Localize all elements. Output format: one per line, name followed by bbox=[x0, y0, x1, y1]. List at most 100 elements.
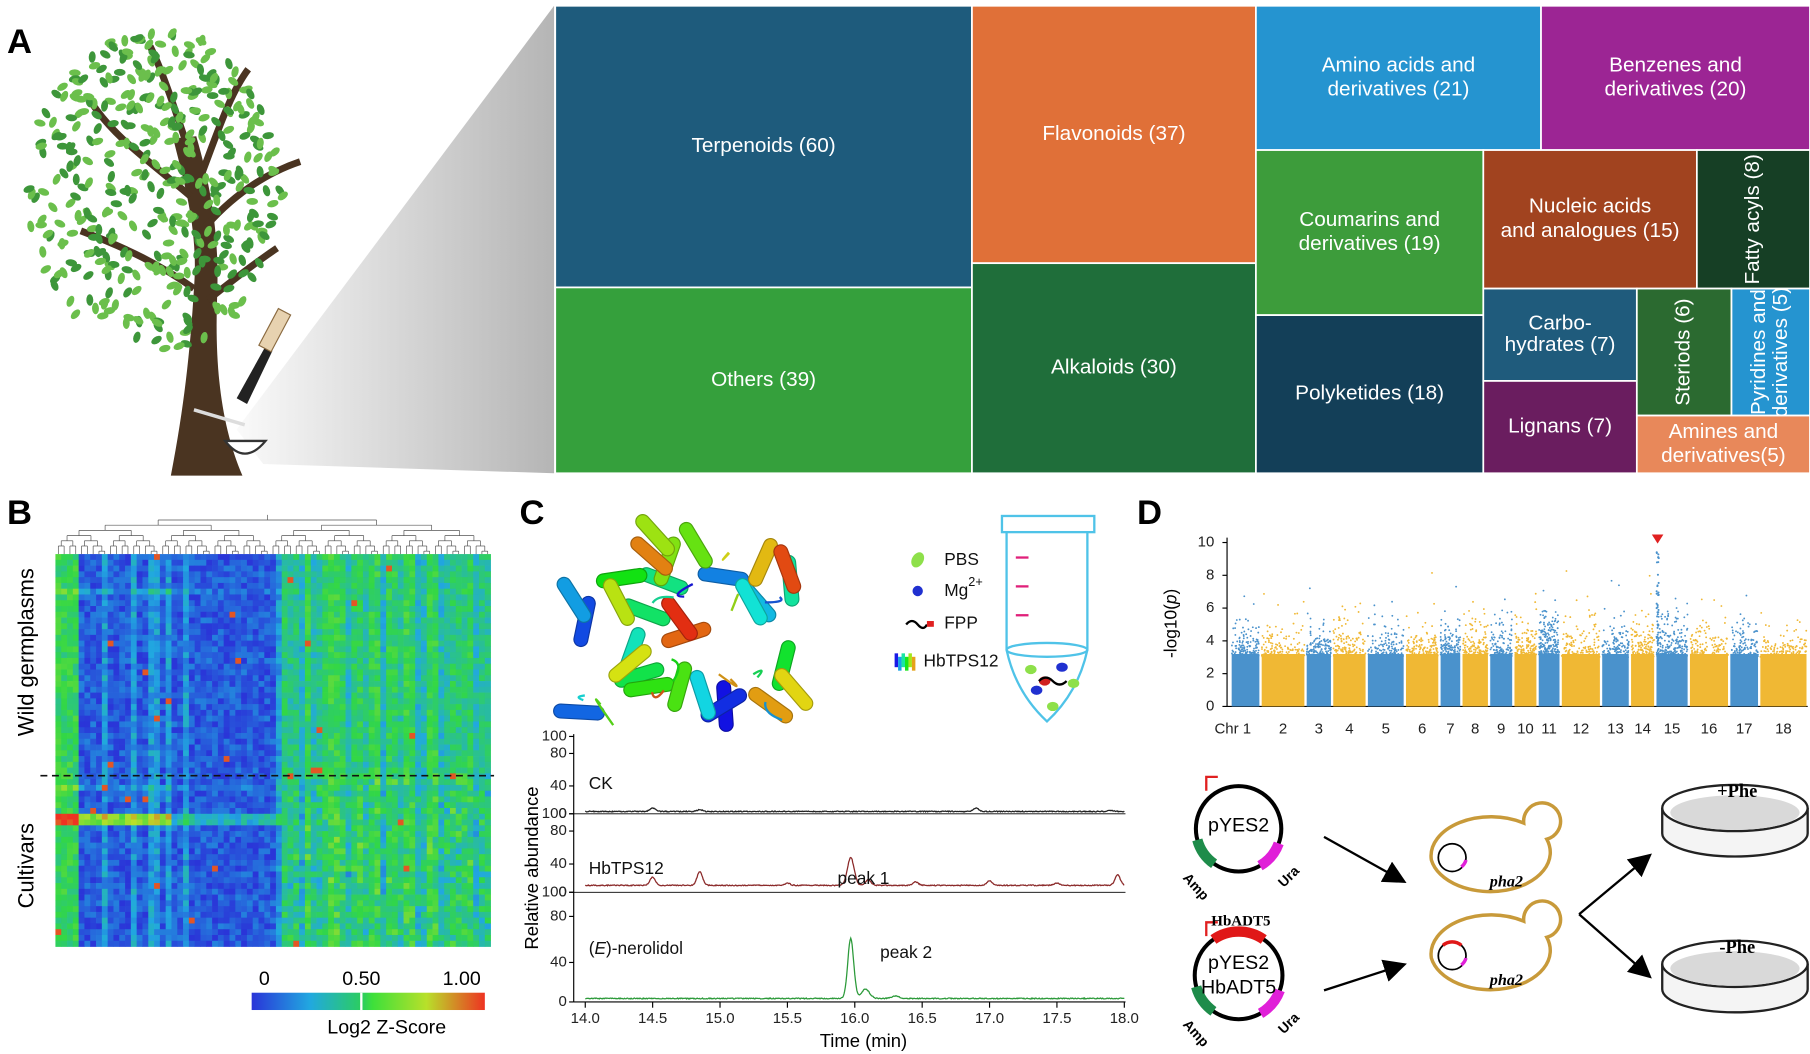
treemap-tile bbox=[1540, 4, 1810, 151]
heatmap-cell bbox=[351, 709, 358, 717]
heatmap-cell bbox=[200, 582, 207, 590]
heatmap-cell bbox=[264, 663, 271, 670]
heatmap-cell bbox=[432, 732, 439, 740]
heatmap-cell bbox=[310, 715, 317, 722]
tree-illustration bbox=[23, 28, 302, 476]
heatmap-cell bbox=[217, 883, 225, 890]
heatmap-cell bbox=[455, 756, 462, 763]
heatmap-cell bbox=[270, 715, 277, 722]
heatmap-cell bbox=[235, 611, 242, 618]
heatmap-cell bbox=[90, 663, 97, 670]
heatmap-cell bbox=[148, 779, 155, 786]
heatmap-cell bbox=[420, 848, 428, 855]
heatmap-cell bbox=[403, 582, 410, 590]
heatmap-cell bbox=[397, 727, 404, 734]
heatmap-cell bbox=[461, 704, 468, 711]
heatmap-cell bbox=[78, 640, 85, 647]
heatmap-cell bbox=[467, 831, 474, 838]
leaf bbox=[60, 90, 69, 102]
heatmap-cell bbox=[264, 709, 271, 717]
heatmap-cell bbox=[136, 594, 143, 601]
heatmap-cell bbox=[142, 790, 149, 797]
heatmap-cell bbox=[438, 617, 445, 624]
heatmap-cell bbox=[101, 767, 108, 774]
heatmap-cell bbox=[287, 773, 294, 780]
leaf bbox=[121, 34, 129, 47]
heatmap-cell bbox=[473, 646, 480, 653]
heatmap-cell bbox=[478, 756, 486, 763]
heatmap-cell bbox=[258, 663, 265, 670]
heatmap-cell bbox=[310, 727, 317, 734]
heatmap-cell bbox=[275, 686, 283, 693]
heatmap-cell bbox=[96, 554, 103, 561]
heatmap-cell bbox=[328, 554, 335, 561]
heatmap-cell bbox=[78, 888, 85, 895]
heatmap-cell bbox=[223, 571, 230, 578]
heatmap-cell bbox=[206, 831, 213, 838]
heatmap-cell bbox=[287, 813, 294, 820]
heatmap-cell bbox=[386, 554, 393, 561]
treemap-label: Terpenoids (60) bbox=[691, 134, 835, 157]
heatmap-cell bbox=[183, 640, 190, 647]
heatmap-cell bbox=[287, 582, 294, 590]
heatmap-cell bbox=[310, 721, 317, 728]
heatmap-cell bbox=[212, 571, 219, 578]
heatmap-cell bbox=[420, 571, 428, 578]
heatmap-cell bbox=[304, 588, 312, 595]
heatmap-cell bbox=[142, 594, 149, 601]
heatmap-cell bbox=[293, 669, 300, 676]
heatmap-cell bbox=[72, 836, 79, 843]
heatmap-cell bbox=[281, 554, 288, 561]
heatmap-cell bbox=[357, 692, 364, 699]
heatmap-cell bbox=[177, 646, 184, 653]
heatmap-cell bbox=[194, 750, 201, 757]
heatmap-cell bbox=[165, 825, 172, 832]
heatmap-cell bbox=[351, 883, 358, 890]
heatmap-cell bbox=[113, 640, 120, 647]
heatmap-cell bbox=[61, 565, 68, 572]
heatmap-cell bbox=[357, 663, 364, 670]
heatmap-cell bbox=[333, 629, 341, 636]
heatmap-cell bbox=[415, 582, 422, 590]
heatmap-cell bbox=[357, 854, 364, 861]
heatmap-cell bbox=[322, 813, 329, 820]
heatmap-cell bbox=[101, 577, 108, 584]
heatmap-cell bbox=[374, 813, 381, 820]
heatmap-cell bbox=[345, 796, 352, 803]
heatmap-cell bbox=[339, 784, 346, 792]
heatmap-cell bbox=[125, 686, 132, 693]
heatmap-cell bbox=[200, 565, 207, 572]
heatmap-cell bbox=[270, 727, 277, 734]
heatmap-cell bbox=[142, 756, 149, 763]
heatmap-cell bbox=[264, 761, 271, 768]
heatmap-cell bbox=[229, 808, 236, 815]
heatmap-cell bbox=[281, 640, 288, 647]
heatmap-cell bbox=[212, 825, 219, 832]
heatmap-cell bbox=[188, 732, 196, 740]
heatmap-cell bbox=[426, 629, 433, 636]
heatmap-cell bbox=[206, 646, 213, 653]
leaf bbox=[244, 221, 254, 231]
heatmap-cell bbox=[432, 577, 439, 584]
heatmap-cell bbox=[368, 888, 375, 895]
heatmap-cell bbox=[478, 559, 486, 566]
heatmap-cell bbox=[473, 750, 480, 757]
heatmap-cell bbox=[455, 738, 462, 745]
heatmap-cell bbox=[484, 704, 491, 711]
heatmap-cell bbox=[206, 559, 213, 566]
heatmap-cell bbox=[125, 582, 132, 590]
heatmap-cell bbox=[316, 738, 323, 745]
heatmap-cell bbox=[438, 802, 445, 809]
heatmap-cell bbox=[374, 629, 381, 636]
leaf bbox=[132, 269, 141, 281]
heatmap-cell bbox=[107, 888, 114, 895]
heatmap-cell bbox=[455, 819, 462, 826]
heatmap-cell bbox=[362, 617, 370, 624]
heatmap-cell bbox=[200, 813, 207, 820]
heatmap-cell bbox=[96, 819, 103, 826]
heatmap-cell bbox=[188, 831, 196, 838]
heatmap-cell bbox=[281, 646, 288, 653]
heatmap-cell bbox=[223, 727, 230, 734]
heatmap-cell bbox=[455, 657, 462, 665]
